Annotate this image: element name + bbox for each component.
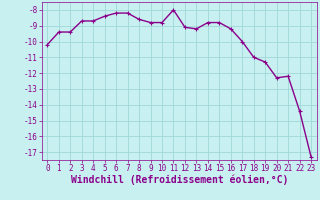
- X-axis label: Windchill (Refroidissement éolien,°C): Windchill (Refroidissement éolien,°C): [70, 175, 288, 185]
